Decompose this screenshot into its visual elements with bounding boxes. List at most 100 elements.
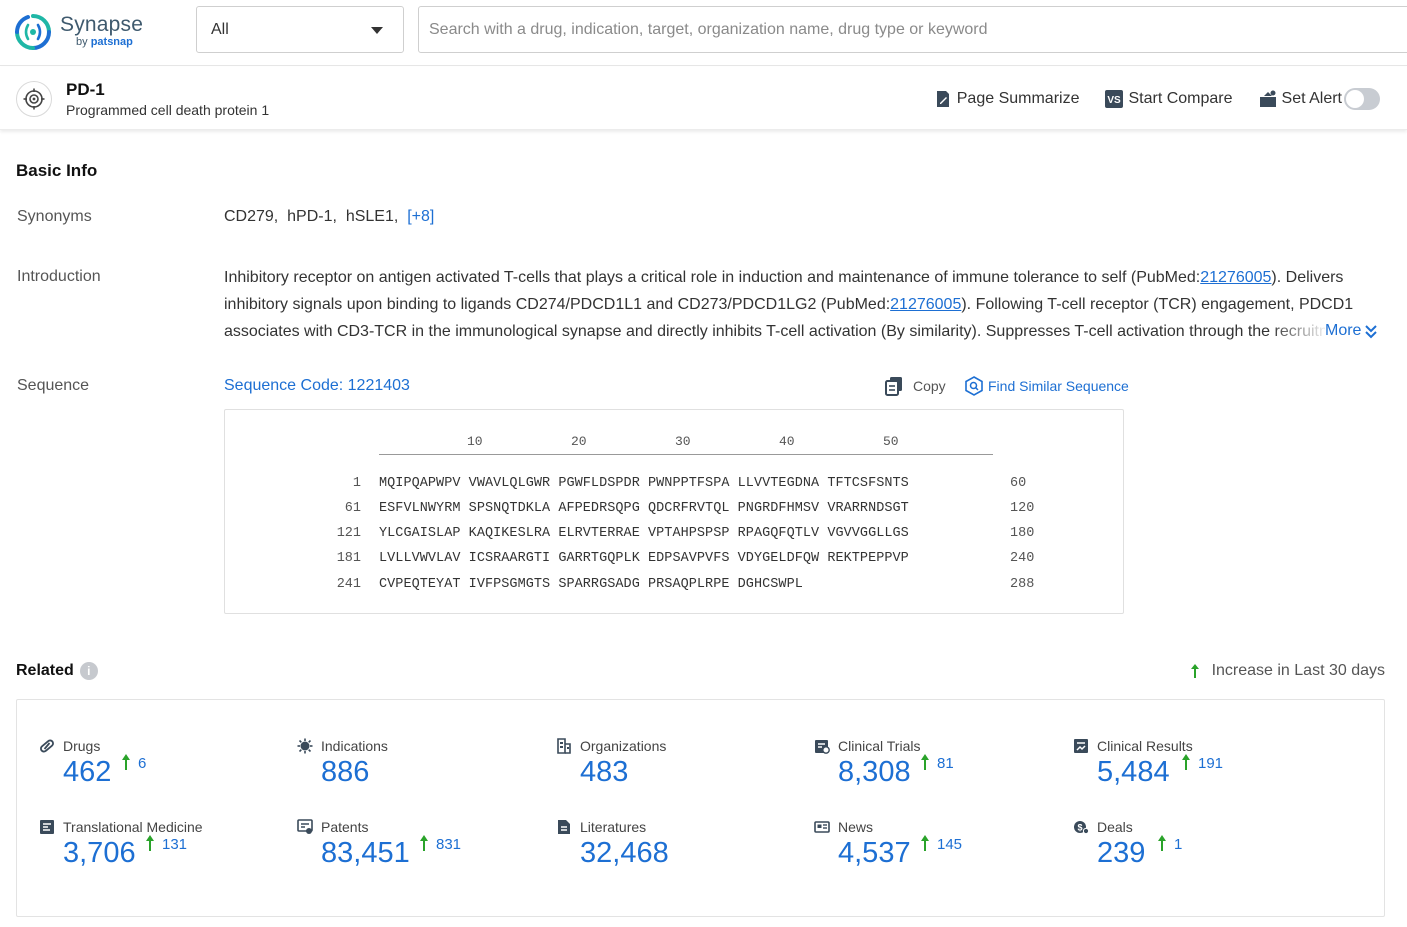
sequence-row: 61 ESFVLNWYRM SPSNQTDKLA AFPEDRSQPG QDCR… <box>225 501 1125 519</box>
stat-increase: 131 <box>145 834 187 853</box>
sequence-row-residues: LVLLVWVLAV ICSRAARGTI GARRTGQPLK EDPSAVP… <box>379 551 909 566</box>
sequence-ruler <box>379 454 993 455</box>
start-compare-button[interactable]: VS Start Compare <box>1105 90 1232 108</box>
building-icon <box>556 738 572 754</box>
arrow-up-icon <box>920 834 930 852</box>
ruler-tick: 40 <box>779 434 795 449</box>
stat-value[interactable]: 83,451 <box>321 837 410 870</box>
stat-label: Translational Medicine <box>63 819 203 835</box>
stat-header: $ Deals <box>1073 819 1133 835</box>
synonyms-label: Synonyms <box>17 208 92 226</box>
stat-increase-value: 145 <box>937 836 962 853</box>
intro-more-button[interactable]: More <box>1325 322 1378 340</box>
stat-value[interactable]: 886 <box>321 756 369 789</box>
stat-label: Patents <box>321 819 368 835</box>
sequence-row-start: 181 <box>337 551 361 566</box>
entity-header: PD-1 Programmed cell death protein 1 Pag… <box>0 67 1407 130</box>
sequence-code-link[interactable]: Sequence Code: 1221403 <box>224 377 410 395</box>
pubmed-link[interactable]: 21276005 <box>890 296 961 313</box>
synonyms-more-link[interactable]: [+8] <box>407 208 434 225</box>
stat-indications[interactable]: Indications 886 <box>297 738 537 808</box>
sequence-row-start: 61 <box>345 501 361 516</box>
stat-clinical-results[interactable]: Clinical Results 5,484 191 <box>1073 738 1313 808</box>
stat-value[interactable]: 8,308 <box>838 756 911 789</box>
stat-label: Deals <box>1097 819 1133 835</box>
increase-legend: Increase in Last 30 days <box>1190 662 1385 680</box>
sequence-label: Sequence <box>17 377 89 395</box>
more-label: More <box>1325 322 1361 340</box>
increase-legend-label: Increase in Last 30 days <box>1212 662 1385 680</box>
related-title: Related i <box>16 662 98 680</box>
synonyms-list: CD279, hPD-1, hSLE1, [+8] <box>224 208 434 226</box>
stat-label: Literatures <box>580 819 646 835</box>
set-alert-label: Set Alert <box>1282 90 1342 108</box>
stat-value[interactable]: 462 <box>63 756 111 789</box>
stat-header: Clinical Trials <box>814 738 920 754</box>
logo-by-word: by <box>76 36 88 48</box>
stat-news[interactable]: News 4,537 145 <box>814 819 1054 889</box>
stat-increase: 1 <box>1157 834 1182 853</box>
pill-icon <box>39 738 55 754</box>
arrow-up-icon <box>1181 753 1191 771</box>
intro-fade <box>1270 318 1330 345</box>
stat-clinical-trials[interactable]: Clinical Trials 8,308 81 <box>814 738 1054 808</box>
stat-deals[interactable]: $ Deals 239 1 <box>1073 819 1313 889</box>
copy-sequence-button[interactable]: Copy <box>884 376 946 396</box>
sequence-row-end: 60 <box>1010 476 1026 491</box>
stat-drugs[interactable]: Drugs 462 6 <box>39 738 279 808</box>
info-icon[interactable]: i <box>80 662 98 680</box>
search-input[interactable] <box>418 6 1407 53</box>
sequence-row-end: 240 <box>1010 551 1034 566</box>
synapse-logo-icon <box>14 13 52 51</box>
page-subtitle: Programmed cell death protein 1 <box>66 102 269 118</box>
search-scope-select[interactable]: All <box>196 6 404 53</box>
arrow-up-icon <box>121 753 131 771</box>
header-actions: Page Summarize VS Start Compare Set Aler… <box>908 87 1380 111</box>
stat-header: News <box>814 819 873 835</box>
related-title-label: Related <box>16 662 74 680</box>
sequence-row: 1 MQIPQAPWPV VWAVLQLGWR PGWFLDSPDR PWNPP… <box>225 476 1125 494</box>
synonym-item: hPD-1, <box>287 208 337 225</box>
sequence-row-start: 121 <box>337 526 361 541</box>
synapse-logo[interactable]: Synapse by patsnap <box>14 10 154 54</box>
stat-organizations[interactable]: Organizations 483 <box>556 738 796 808</box>
stat-value[interactable]: 32,468 <box>580 837 669 870</box>
arrow-up-icon <box>1157 834 1167 852</box>
sequence-row: 121 YLCGAISLAP KAQIKESLRA ELRVTERRAE VPT… <box>225 526 1125 544</box>
stat-value[interactable]: 483 <box>580 756 628 789</box>
sequence-row-residues: ESFVLNWYRM SPSNQTDKLA AFPEDRSQPG QDCRFRV… <box>379 501 909 516</box>
sequence-row-start: 241 <box>337 577 361 592</box>
stat-value[interactable]: 3,706 <box>63 837 136 870</box>
svg-text:VS: VS <box>1108 95 1122 106</box>
clipboard-icon <box>814 738 830 754</box>
start-compare-label: Start Compare <box>1128 90 1232 108</box>
sequence-row-residues: MQIPQAPWPV VWAVLQLGWR PGWFLDSPDR PWNPPTF… <box>379 476 909 491</box>
stat-label: News <box>838 819 873 835</box>
stat-increase: 145 <box>920 834 962 853</box>
virus-icon <box>297 738 313 754</box>
intro-text-part: Inhibitory receptor on antigen activated… <box>224 269 1200 286</box>
stat-label: Organizations <box>580 738 666 754</box>
summarize-icon <box>934 90 952 108</box>
pubmed-link[interactable]: 21276005 <box>1200 269 1271 286</box>
set-alert-toggle[interactable] <box>1344 88 1380 110</box>
stat-value[interactable]: 4,537 <box>838 837 911 870</box>
sequence-row-end: 120 <box>1010 501 1034 516</box>
stat-increase-value: 131 <box>162 836 187 853</box>
double-chevron-down-icon <box>1364 323 1378 339</box>
document-icon <box>556 819 572 835</box>
page-summarize-label: Page Summarize <box>957 90 1080 108</box>
flask-doc-icon <box>39 819 55 835</box>
find-similar-sequence-button[interactable]: Find Similar Sequence <box>964 376 1129 396</box>
stat-translational-medicine[interactable]: Translational Medicine 3,706 131 <box>39 819 279 889</box>
patent-icon <box>297 819 313 835</box>
stat-value[interactable]: 239 <box>1097 837 1145 870</box>
sequence-row-start: 1 <box>353 476 361 491</box>
stat-value[interactable]: 5,484 <box>1097 756 1170 789</box>
stat-patents[interactable]: Patents 83,451 831 <box>297 819 537 889</box>
page-summarize-button[interactable]: Page Summarize <box>934 90 1080 108</box>
stat-literatures[interactable]: Literatures 32,468 <box>556 819 796 889</box>
stat-increase: 6 <box>121 753 146 772</box>
set-alert-button[interactable]: Set Alert <box>1259 88 1380 110</box>
target-icon <box>16 81 52 117</box>
